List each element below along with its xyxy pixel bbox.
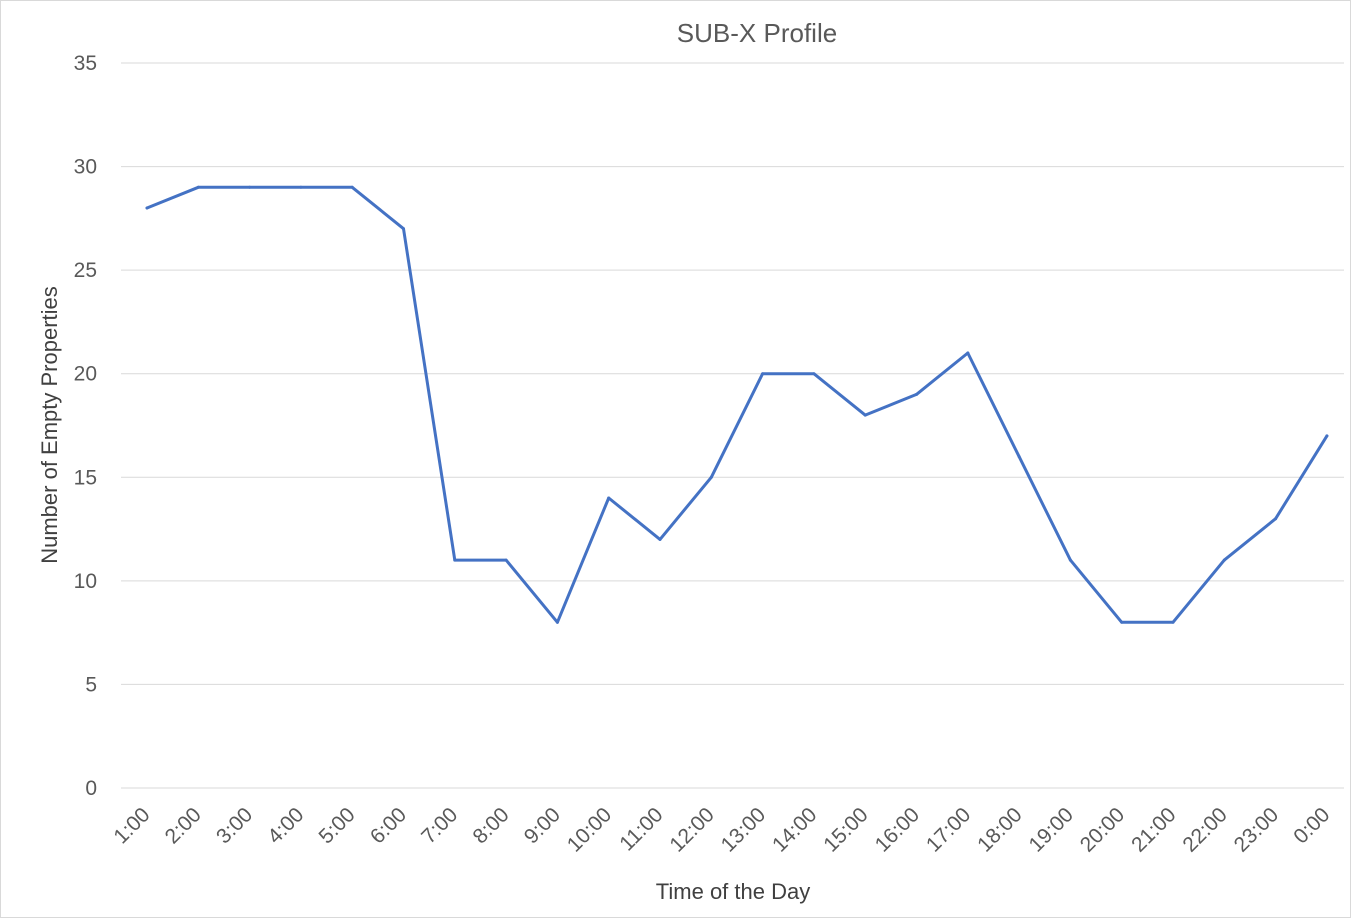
x-tick-label: 2:00: [161, 803, 206, 848]
x-tick-label: 5:00: [315, 803, 360, 848]
data-point: [555, 620, 559, 624]
x-tick-label: 13:00: [717, 803, 770, 856]
y-tick-label: 5: [85, 673, 97, 696]
data-point: [1068, 558, 1072, 562]
x-tick-label: 20:00: [1076, 803, 1129, 856]
y-tick-label: 10: [74, 570, 97, 593]
y-axis-tick-labels: 0 5 10 15 20 25 30 35: [74, 52, 97, 800]
x-axis-title: Time of the Day: [656, 879, 810, 904]
x-tick-label: 7:00: [417, 803, 462, 848]
data-point: [863, 413, 867, 417]
x-tick-label: 1:00: [109, 803, 154, 848]
x-tick-label: 14:00: [768, 803, 821, 856]
data-point: [248, 185, 252, 189]
series-line-0: [145, 185, 1329, 624]
x-tick-label: 10:00: [563, 803, 616, 856]
y-tick-label: 30: [74, 156, 97, 179]
x-tick-label: 19:00: [1025, 803, 1078, 856]
chart-title: SUB-X Profile: [677, 18, 837, 48]
x-tick-label: 15:00: [819, 803, 872, 856]
data-point: [1017, 455, 1021, 459]
data-point: [299, 185, 303, 189]
y-tick-label: 0: [85, 777, 97, 800]
x-tick-label: 17:00: [922, 803, 975, 856]
x-tick-label: 21:00: [1127, 803, 1180, 856]
data-point: [145, 206, 149, 210]
x-tick-label: 9:00: [520, 803, 565, 848]
x-tick-label: 6:00: [366, 803, 411, 848]
data-point: [453, 558, 457, 562]
data-point: [350, 185, 354, 189]
data-point: [1171, 620, 1175, 624]
x-tick-label: 16:00: [871, 803, 924, 856]
x-axis-tick-labels: 1:00 2:00 3:00 4:00 5:00 6:00 7:00 8:00 9:0010:0…: [109, 803, 1334, 856]
data-point: [1120, 620, 1124, 624]
x-tick-label: 8:00: [468, 803, 513, 848]
series-layer: [145, 185, 1329, 624]
data-point: [402, 227, 405, 231]
data-point: [196, 185, 200, 189]
x-tick-label: 23:00: [1230, 803, 1283, 856]
x-tick-label: 3:00: [212, 803, 257, 848]
data-point: [1325, 434, 1329, 438]
x-tick-label: 12:00: [665, 803, 718, 856]
x-tick-label: 4:00: [263, 803, 308, 848]
data-point: [1222, 558, 1226, 562]
x-tick-label: 22:00: [1178, 803, 1231, 856]
data-point: [761, 372, 765, 376]
x-tick-label: 0:00: [1289, 803, 1334, 848]
gridlines: [121, 62, 1344, 789]
data-point: [607, 496, 611, 500]
y-axis-title: Number of Empty Properties: [37, 286, 62, 564]
data-point: [658, 537, 662, 541]
y-tick-label: 25: [74, 259, 97, 282]
data-point: [504, 558, 508, 562]
data-point: [966, 351, 970, 355]
data-point: [709, 475, 713, 479]
data-point: [812, 372, 816, 376]
y-tick-label: 35: [74, 52, 97, 75]
data-point: [915, 392, 918, 396]
y-tick-label: 20: [74, 363, 97, 386]
data-point: [1274, 517, 1278, 521]
x-tick-label: 18:00: [973, 803, 1026, 856]
x-tick-label: 11:00: [615, 803, 667, 855]
y-tick-label: 15: [74, 466, 97, 489]
